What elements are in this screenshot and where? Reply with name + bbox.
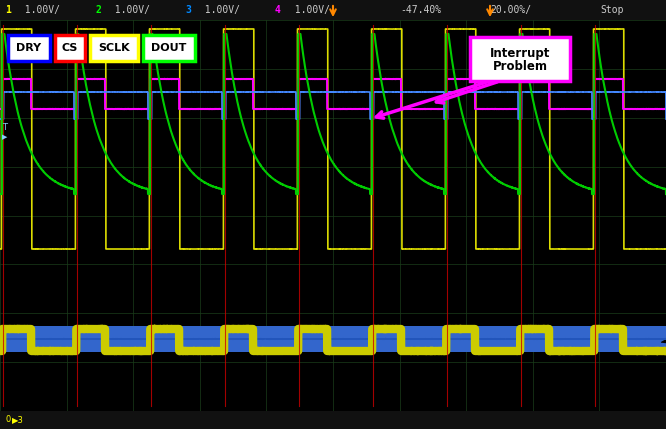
- Text: CS: CS: [62, 43, 78, 53]
- Bar: [8, 35, 50, 61]
- Text: ▶3: ▶3: [12, 416, 24, 425]
- Text: T: T: [2, 123, 7, 132]
- Bar: [55, 35, 85, 61]
- Text: 1: 1: [5, 5, 11, 15]
- Text: 3: 3: [185, 5, 191, 15]
- Bar: [90, 35, 138, 61]
- Text: SCLK: SCLK: [98, 43, 130, 53]
- Text: -47.40%: -47.40%: [400, 5, 441, 15]
- Text: DOUT: DOUT: [151, 43, 186, 53]
- Text: 1.00V/: 1.00V/: [283, 5, 330, 15]
- Text: ▶: ▶: [2, 134, 7, 140]
- Text: Interrupt: Interrupt: [490, 48, 550, 60]
- Text: 2: 2: [95, 5, 101, 15]
- Bar: [0, 0, 666, 20]
- Bar: [470, 37, 570, 81]
- Text: 4: 4: [275, 5, 281, 15]
- Text: 1.00V/: 1.00V/: [103, 5, 150, 15]
- Text: Problem: Problem: [492, 60, 547, 73]
- Bar: [143, 35, 195, 61]
- Text: DRY: DRY: [17, 43, 41, 53]
- Text: 1.00V/: 1.00V/: [193, 5, 240, 15]
- Bar: [0, 411, 666, 429]
- Text: 20.00%/: 20.00%/: [490, 5, 531, 15]
- Text: Stop: Stop: [600, 5, 623, 15]
- Text: 1.00V/: 1.00V/: [13, 5, 60, 15]
- Text: 0: 0: [5, 416, 10, 425]
